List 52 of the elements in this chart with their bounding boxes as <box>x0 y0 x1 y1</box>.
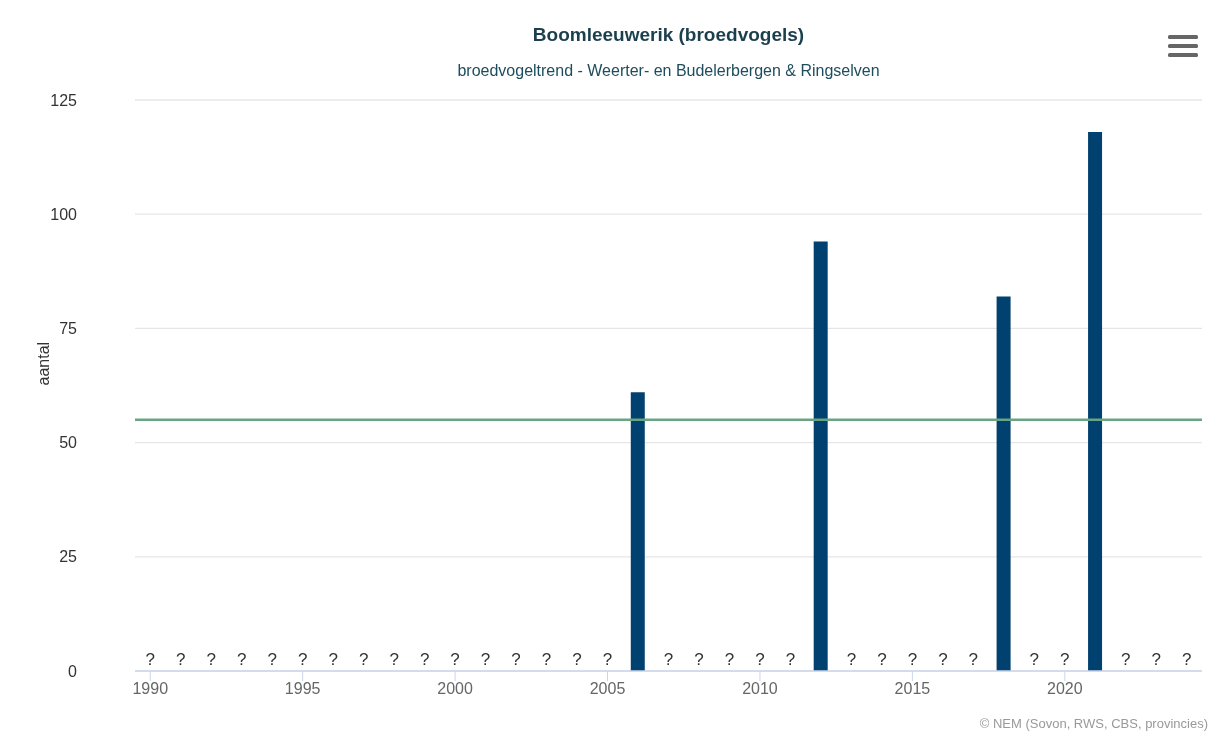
x-tick-label: 2020 <box>1047 680 1083 698</box>
text: ? <box>846 650 857 669</box>
text: ? <box>602 650 613 669</box>
y-tick-label: 25 <box>59 548 78 566</box>
text: ? <box>938 650 948 669</box>
y-tick-label: 75 <box>59 320 78 338</box>
y-tick-label: 100 <box>50 205 78 223</box>
text: ? <box>1029 650 1040 669</box>
y-tick-label: 125 <box>50 91 78 109</box>
text: ? <box>358 650 369 669</box>
x-tick-label: 2015 <box>894 680 931 698</box>
text: ? <box>907 650 918 669</box>
text: ? <box>236 650 247 669</box>
text: ? <box>389 650 399 669</box>
y-tick-label: 0 <box>68 662 78 680</box>
y-axis-title: aantal <box>34 341 52 386</box>
text: ? <box>511 650 521 669</box>
text: ? <box>785 650 796 669</box>
text: ? <box>450 650 460 669</box>
text: ? <box>694 650 704 669</box>
chart-title: Boomleeuwerik (broedvogels) <box>531 24 806 46</box>
x-tick-label: 2010 <box>742 680 778 698</box>
y-tick-label: 50 <box>59 434 78 452</box>
text: © NEM (Sovon, RWS, CBS, provincies) <box>979 716 1208 731</box>
x-tick-label: 2000 <box>437 680 473 698</box>
text: ? <box>1182 650 1192 669</box>
text: ? <box>724 650 735 669</box>
text: ? <box>145 650 155 669</box>
text: ? <box>297 650 308 669</box>
text: ? <box>480 650 491 669</box>
chart-subtitle: broedvogeltrend - Weerter- en Budelerbergen & Ringselven <box>456 62 881 80</box>
text: ? <box>541 650 552 669</box>
text: ? <box>1151 650 1162 669</box>
text: ? <box>206 650 216 669</box>
bar <box>630 392 645 671</box>
x-tick-label: 1990 <box>132 680 169 698</box>
x-tick-label: 1995 <box>284 680 321 698</box>
bar <box>996 296 1011 671</box>
text: ? <box>328 650 338 669</box>
text: ? <box>877 650 887 669</box>
bar <box>1088 131 1103 671</box>
text: ? <box>267 650 277 669</box>
text: ? <box>663 650 674 669</box>
text: ? <box>1060 650 1070 669</box>
bar <box>813 241 828 671</box>
text: ? <box>1121 650 1131 669</box>
text: ? <box>419 650 430 669</box>
text: ? <box>755 650 765 669</box>
x-tick-label: 2005 <box>589 680 626 698</box>
text: ? <box>175 650 186 669</box>
text: ? <box>572 650 582 669</box>
text: ? <box>968 650 979 669</box>
